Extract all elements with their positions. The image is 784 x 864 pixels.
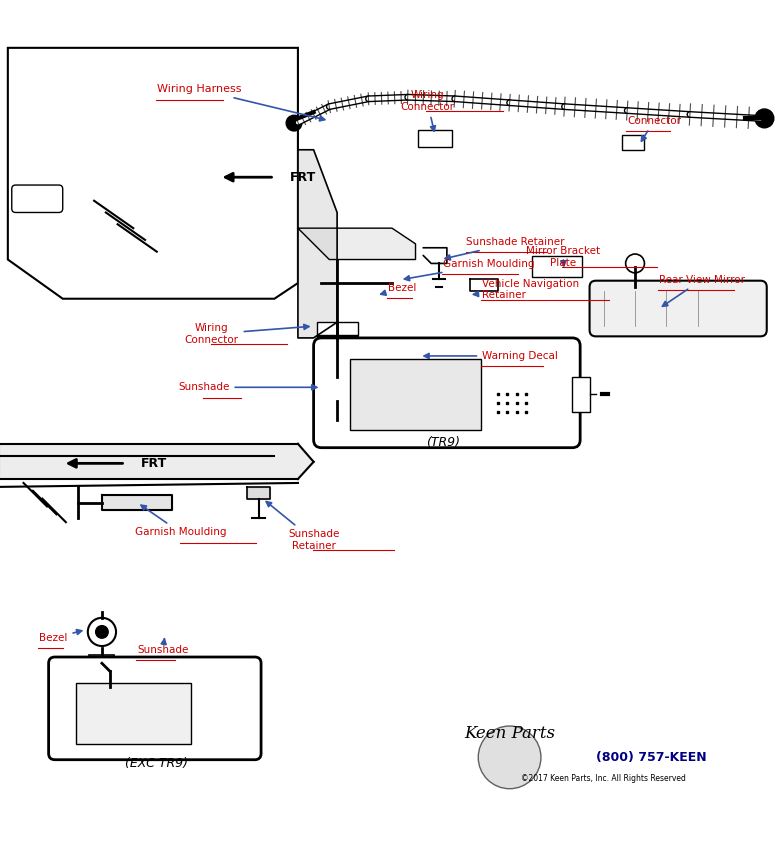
Text: Sunshade
Retainer: Sunshade Retainer bbox=[267, 502, 339, 551]
FancyBboxPatch shape bbox=[314, 338, 580, 448]
Circle shape bbox=[96, 626, 108, 638]
Text: (800) 757-KEEN: (800) 757-KEEN bbox=[596, 751, 706, 764]
Circle shape bbox=[478, 726, 541, 789]
Text: Rear View Mirror: Rear View Mirror bbox=[659, 275, 745, 307]
Text: FRT: FRT bbox=[141, 457, 167, 470]
Text: Sunshade: Sunshade bbox=[178, 382, 317, 392]
Text: Mirror Bracket
Plate: Mirror Bracket Plate bbox=[526, 246, 600, 268]
Circle shape bbox=[755, 109, 774, 128]
FancyBboxPatch shape bbox=[12, 185, 63, 213]
FancyBboxPatch shape bbox=[572, 377, 590, 411]
Text: (EXC TR9): (EXC TR9) bbox=[125, 757, 188, 770]
FancyBboxPatch shape bbox=[622, 135, 644, 149]
Text: Wiring
Connector: Wiring Connector bbox=[185, 323, 309, 345]
Text: Wiring Harness: Wiring Harness bbox=[157, 85, 325, 121]
Text: Bezel: Bezel bbox=[39, 630, 82, 643]
Text: Warning Decal: Warning Decal bbox=[424, 351, 558, 361]
Text: Bezel: Bezel bbox=[381, 283, 416, 295]
FancyBboxPatch shape bbox=[76, 683, 191, 744]
Polygon shape bbox=[298, 149, 337, 338]
Text: Garnish Moulding: Garnish Moulding bbox=[405, 259, 535, 281]
FancyBboxPatch shape bbox=[317, 322, 358, 334]
Polygon shape bbox=[0, 444, 314, 479]
Polygon shape bbox=[102, 495, 172, 511]
Text: ©2017 Keen Parts, Inc. All Rights Reserved: ©2017 Keen Parts, Inc. All Rights Reserv… bbox=[521, 774, 686, 783]
Text: FRT: FRT bbox=[290, 171, 316, 184]
Circle shape bbox=[286, 115, 302, 131]
Circle shape bbox=[88, 618, 116, 646]
Text: Keen Parts: Keen Parts bbox=[464, 726, 555, 742]
FancyBboxPatch shape bbox=[590, 281, 767, 336]
FancyBboxPatch shape bbox=[89, 655, 114, 668]
Text: Wiring
Connector: Wiring Connector bbox=[401, 91, 454, 131]
Polygon shape bbox=[298, 228, 416, 259]
Text: Vehicle Navigation
Retainer: Vehicle Navigation Retainer bbox=[474, 278, 579, 300]
Circle shape bbox=[325, 377, 349, 401]
FancyBboxPatch shape bbox=[350, 359, 481, 430]
Circle shape bbox=[626, 254, 644, 273]
FancyBboxPatch shape bbox=[317, 336, 358, 349]
FancyBboxPatch shape bbox=[347, 343, 418, 372]
FancyBboxPatch shape bbox=[49, 657, 261, 759]
FancyBboxPatch shape bbox=[532, 257, 582, 276]
Text: (TR9): (TR9) bbox=[426, 435, 460, 448]
Text: Connector: Connector bbox=[627, 116, 681, 141]
Polygon shape bbox=[247, 487, 270, 499]
FancyBboxPatch shape bbox=[418, 130, 452, 148]
Text: Garnish Moulding: Garnish Moulding bbox=[135, 505, 226, 537]
Text: Sunshade: Sunshade bbox=[137, 638, 189, 655]
FancyBboxPatch shape bbox=[317, 351, 358, 363]
Text: Sunshade Retainer: Sunshade Retainer bbox=[445, 238, 565, 260]
